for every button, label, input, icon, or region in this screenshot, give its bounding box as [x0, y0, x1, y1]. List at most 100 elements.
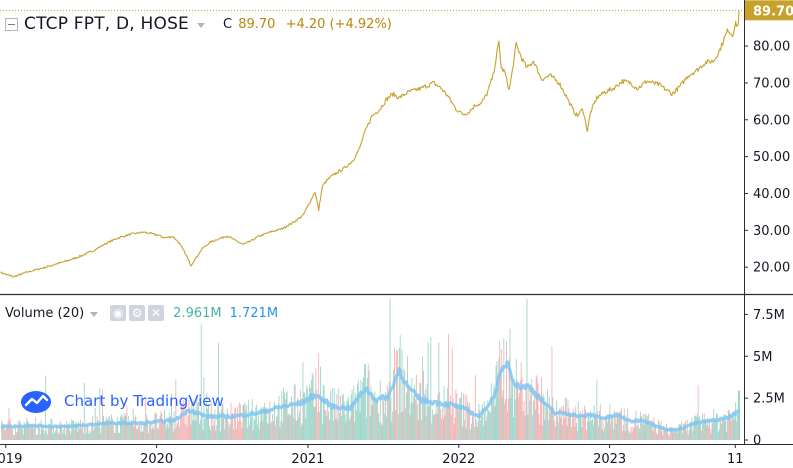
volume-bar: [288, 412, 290, 440]
volume-bar: [198, 401, 200, 440]
volume-bar: [171, 419, 173, 440]
volume-bar: [540, 377, 542, 440]
volume-bar: [204, 418, 206, 440]
volume-bar: [234, 408, 236, 440]
volume-bar: [51, 418, 53, 440]
volume-bar: [609, 403, 611, 440]
volume-bar: [354, 421, 356, 440]
volume-bar: [208, 404, 209, 440]
volume-bar: [513, 384, 515, 440]
volume-bar: [285, 392, 287, 440]
volume-bar: [18, 425, 20, 440]
chevron-down-icon[interactable]: [90, 311, 99, 317]
volume-bar: [511, 376, 513, 440]
tradingview-logo-icon: [21, 391, 51, 413]
volume-bar: [369, 415, 371, 440]
volume-bar: [591, 418, 593, 440]
volume-bar: [67, 426, 69, 440]
volume-bar: [256, 404, 258, 440]
volume-bar: [417, 419, 419, 440]
volume-bar: [705, 422, 707, 440]
volume-bar: [390, 397, 392, 440]
volume-bar: [46, 430, 47, 440]
volume-bar: [630, 426, 632, 440]
volume-bar: [426, 383, 428, 440]
volume-bar: [464, 394, 466, 440]
volume-bar: [77, 431, 79, 440]
volume-bar: [106, 419, 108, 440]
volume-bar: [226, 408, 228, 440]
volume-bar: [519, 392, 520, 440]
volume-bar: [10, 422, 12, 440]
volume-bar: [238, 402, 240, 440]
volume-bar: [590, 410, 592, 440]
volume-bar: [122, 418, 124, 440]
volume-bar: [249, 425, 250, 440]
volume-bar: [646, 418, 648, 440]
volume-bar: [593, 405, 595, 440]
volume-bar: [299, 411, 300, 440]
volume-bar: [623, 408, 625, 440]
volume-bar: [341, 415, 342, 440]
volume-bar: [428, 406, 430, 440]
price-tick-label: 80.00: [753, 40, 790, 55]
volume-bar: [459, 397, 461, 440]
volume-bar: [110, 422, 112, 440]
volume-bars: [1, 298, 740, 440]
volume-bar: [473, 426, 475, 440]
volume-title[interactable]: Volume (20): [5, 305, 85, 321]
volume-bar: [22, 434, 24, 440]
volume-bar: [500, 367, 501, 440]
volume-bar: [337, 420, 339, 440]
time-tick-label: 2020: [140, 452, 173, 467]
volume-bar: [587, 414, 589, 440]
volume-bar: [258, 429, 260, 440]
close-icon[interactable]: ✕: [148, 305, 165, 321]
volume-bar: [101, 427, 103, 440]
volume-bar: [508, 358, 510, 440]
volume-bar: [468, 405, 470, 440]
volume-bar: [170, 393, 172, 440]
chevron-down-icon[interactable]: [197, 23, 205, 28]
volume-bar: [2, 423, 4, 440]
volume-bar: [628, 430, 629, 440]
volume-tick-label: 7.5M: [753, 308, 785, 323]
volume-bar: [327, 398, 329, 440]
collapse-icon[interactable]: [5, 17, 18, 31]
volume-bar: [286, 391, 288, 440]
volume-bar: [75, 426, 77, 440]
volume-bar: [634, 418, 636, 440]
price-badge: [745, 0, 793, 21]
volume-bar: [470, 429, 472, 440]
symbol-title[interactable]: CTCP FPT, D, HOSE: [24, 14, 189, 34]
volume-bar: [424, 389, 426, 440]
volume-bar: [617, 414, 619, 440]
volume-bar: [553, 407, 555, 440]
volume-bar: [550, 407, 552, 440]
volume-bar: [640, 411, 641, 440]
eye-icon[interactable]: ◉: [110, 305, 127, 321]
volume-bar: [236, 428, 237, 440]
volume-bar: [217, 404, 219, 440]
gear-icon[interactable]: ⚙: [129, 305, 146, 321]
volume-bar: [199, 419, 201, 440]
volume-bar: [168, 427, 170, 440]
volume-bar: [659, 424, 661, 440]
volume-bar: [577, 401, 579, 440]
volume-bar: [35, 417, 37, 440]
volume-bar: [232, 413, 234, 440]
volume-bar: [614, 414, 616, 440]
volume-bar: [442, 418, 444, 440]
volume-bar: [652, 431, 654, 440]
volume-bar: [166, 424, 168, 440]
volume-bar: [150, 429, 152, 440]
tradingview-watermark[interactable]: Chart by TradingView: [20, 388, 224, 414]
volume-bar: [605, 416, 606, 440]
close-value: 89.70: [238, 16, 276, 32]
volume-bar: [73, 420, 74, 440]
volume-bar: [267, 423, 269, 440]
volume-bar: [689, 427, 691, 440]
volume-bar: [93, 426, 95, 440]
volume-bar: [520, 362, 522, 440]
